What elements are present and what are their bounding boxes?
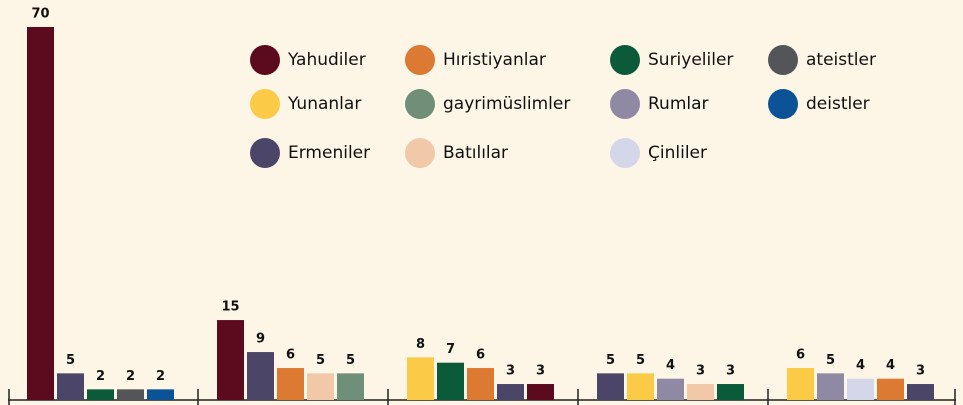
- data-label: 6: [796, 348, 805, 363]
- data-label: 6: [476, 348, 485, 363]
- bar: [597, 373, 624, 400]
- data-label: 6: [286, 348, 295, 363]
- bar: [117, 389, 144, 400]
- legend-swatch: [250, 89, 280, 119]
- legend-label: deistler: [806, 94, 870, 114]
- bar: [877, 378, 904, 400]
- legend-label: gayrimüslimler: [443, 94, 570, 114]
- legend-swatch: [250, 45, 280, 75]
- data-label: 3: [536, 364, 545, 379]
- data-label: 3: [696, 364, 705, 379]
- legend-swatch: [405, 138, 435, 168]
- bar: [407, 357, 434, 400]
- bar: [907, 384, 934, 400]
- bar: [337, 373, 364, 400]
- data-label: 8: [416, 337, 425, 352]
- legend-swatch: [610, 89, 640, 119]
- data-label: 3: [506, 364, 515, 379]
- legend-swatch: [768, 89, 798, 119]
- bar: [527, 384, 554, 400]
- bar: [627, 373, 654, 400]
- data-label: 2: [156, 369, 165, 384]
- data-label: 4: [856, 358, 865, 373]
- bar: [247, 352, 274, 400]
- bar: [437, 362, 464, 400]
- bar: [87, 389, 114, 400]
- legend-swatch: [405, 45, 435, 75]
- legend-label: Ermeniler: [288, 143, 370, 163]
- bar: [497, 384, 524, 400]
- data-label: 15: [221, 300, 239, 315]
- legend-label: ateistler: [806, 50, 876, 70]
- bar: [687, 384, 714, 400]
- legend-label: Rumlar: [648, 94, 709, 114]
- legend-swatch: [610, 138, 640, 168]
- legend-label: Yunanlar: [287, 94, 361, 114]
- bar: [847, 378, 874, 400]
- data-label: 2: [126, 369, 135, 384]
- data-label: 5: [826, 353, 835, 368]
- legend-label: Suriyeliler: [648, 50, 733, 70]
- data-label: 3: [726, 364, 735, 379]
- bar: [307, 373, 334, 400]
- legend-label: Batılılar: [443, 143, 508, 163]
- bar: [467, 368, 494, 400]
- bar: [277, 368, 304, 400]
- bar: [787, 368, 814, 400]
- legend-label: Çinliler: [648, 143, 707, 163]
- data-label: 5: [346, 353, 355, 368]
- bar: [27, 27, 54, 400]
- legend-swatch: [610, 45, 640, 75]
- data-label: 7: [446, 342, 455, 357]
- data-label: 5: [316, 353, 325, 368]
- legend-swatch: [405, 89, 435, 119]
- legend-label: Yahudiler: [287, 50, 366, 70]
- data-label: 70: [31, 7, 49, 22]
- data-label: 5: [66, 353, 75, 368]
- group-separators: [8, 389, 956, 405]
- bar: [717, 384, 744, 400]
- bar: [657, 378, 684, 400]
- legend-swatch: [768, 45, 798, 75]
- bar: [147, 389, 174, 400]
- bar: [217, 320, 244, 400]
- data-label: 4: [666, 358, 675, 373]
- data-label: 5: [606, 353, 615, 368]
- bar: [817, 373, 844, 400]
- bar: [57, 373, 84, 400]
- data-label: 5: [636, 353, 645, 368]
- legend-label: Hıristiyanlar: [443, 50, 546, 70]
- data-label: 9: [256, 332, 265, 347]
- legend-swatch: [250, 138, 280, 168]
- data-label: 3: [916, 364, 925, 379]
- data-label: 2: [96, 369, 105, 384]
- data-label: 4: [886, 358, 895, 373]
